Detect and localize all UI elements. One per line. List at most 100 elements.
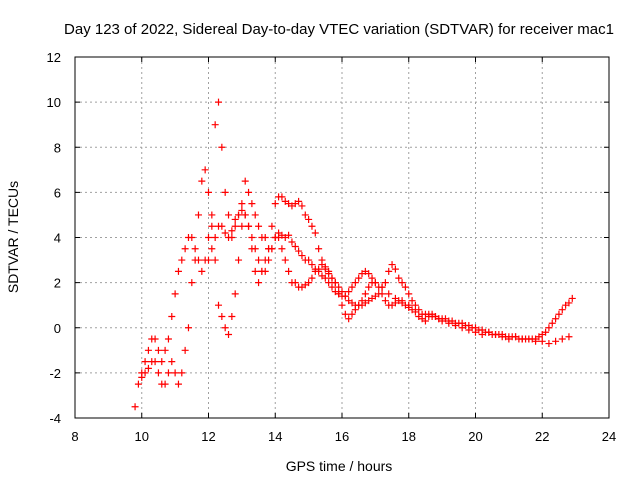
data-point bbox=[391, 294, 399, 302]
data-point bbox=[478, 331, 486, 339]
data-point bbox=[245, 188, 253, 196]
data-point bbox=[218, 312, 226, 320]
data-point bbox=[361, 290, 369, 298]
x-tick-label: 12 bbox=[201, 429, 215, 444]
data-point bbox=[221, 324, 229, 332]
y-tick-label: -2 bbox=[49, 366, 61, 381]
data-point bbox=[411, 308, 419, 316]
data-point bbox=[208, 211, 216, 219]
data-point bbox=[298, 252, 306, 260]
data-point bbox=[205, 256, 212, 264]
data-point bbox=[221, 188, 229, 196]
data-point bbox=[465, 326, 473, 334]
data-point bbox=[341, 292, 349, 300]
data-point bbox=[291, 279, 299, 287]
data-point bbox=[298, 202, 306, 210]
data-point bbox=[285, 231, 293, 239]
data-point bbox=[171, 369, 179, 377]
data-point bbox=[205, 234, 212, 241]
data-point bbox=[144, 364, 152, 372]
data-point bbox=[381, 279, 389, 287]
data-point bbox=[248, 200, 256, 208]
data-point bbox=[188, 279, 196, 287]
data-point bbox=[438, 317, 446, 325]
data-point bbox=[228, 312, 236, 320]
data-point bbox=[498, 333, 506, 341]
data-point bbox=[261, 234, 269, 241]
data-point bbox=[348, 283, 356, 291]
data-point bbox=[191, 256, 199, 264]
data-point bbox=[301, 211, 309, 219]
x-tick-label: 8 bbox=[71, 429, 78, 444]
data-point bbox=[291, 243, 299, 251]
data-point bbox=[308, 274, 316, 282]
data-point bbox=[151, 335, 159, 343]
data-point bbox=[305, 256, 313, 264]
y-tick-label: 2 bbox=[54, 276, 61, 291]
data-point bbox=[341, 310, 349, 318]
data-point bbox=[248, 234, 256, 241]
x-tick-label: 20 bbox=[468, 429, 482, 444]
data-point bbox=[492, 331, 500, 339]
data-point bbox=[205, 188, 212, 196]
x-tick-label: 10 bbox=[135, 429, 149, 444]
data-point bbox=[331, 279, 339, 287]
data-point bbox=[321, 274, 329, 282]
data-point bbox=[191, 245, 199, 253]
data-point bbox=[558, 306, 566, 314]
x-axis-label: GPS time / hours bbox=[286, 458, 393, 474]
data-point bbox=[161, 346, 169, 354]
data-point bbox=[545, 340, 553, 348]
data-point bbox=[194, 211, 202, 219]
data-point bbox=[408, 297, 416, 305]
data-point bbox=[131, 403, 139, 411]
data-point bbox=[405, 301, 413, 309]
data-point bbox=[405, 290, 413, 298]
data-point bbox=[308, 261, 316, 269]
data-point bbox=[255, 256, 263, 264]
data-point bbox=[558, 335, 566, 343]
data-point bbox=[215, 301, 223, 309]
data-point bbox=[201, 166, 209, 174]
data-point bbox=[218, 222, 226, 230]
data-point bbox=[215, 98, 223, 106]
data-point bbox=[398, 279, 406, 287]
data-point bbox=[458, 324, 466, 332]
data-point bbox=[385, 267, 393, 275]
x-tick-label: 14 bbox=[268, 429, 282, 444]
data-point bbox=[211, 234, 219, 241]
data-point bbox=[198, 267, 206, 275]
data-point bbox=[174, 267, 182, 275]
data-point bbox=[238, 200, 246, 208]
data-point bbox=[395, 274, 403, 282]
data-point bbox=[295, 247, 303, 255]
data-point bbox=[325, 270, 333, 278]
data-point bbox=[548, 319, 556, 327]
data-point bbox=[178, 369, 186, 377]
data-point bbox=[338, 301, 346, 309]
data-point bbox=[445, 319, 453, 327]
data-point bbox=[348, 310, 356, 318]
data-point bbox=[295, 197, 303, 205]
data-point bbox=[525, 335, 533, 343]
y-tick-label: 6 bbox=[54, 185, 61, 200]
data-point bbox=[198, 177, 206, 185]
data-point bbox=[351, 279, 359, 287]
data-point bbox=[305, 215, 313, 223]
data-point bbox=[268, 245, 276, 253]
data-point bbox=[228, 227, 236, 235]
x-tick-label: 18 bbox=[402, 429, 416, 444]
data-point bbox=[358, 297, 366, 305]
data-point bbox=[565, 299, 573, 307]
data-point bbox=[168, 312, 176, 320]
data-point bbox=[555, 310, 563, 318]
data-point bbox=[355, 301, 363, 309]
data-point bbox=[278, 193, 286, 201]
data-point bbox=[251, 211, 259, 219]
data-point bbox=[151, 358, 159, 366]
data-point bbox=[311, 229, 319, 237]
data-point bbox=[265, 256, 273, 264]
data-point bbox=[552, 337, 560, 345]
